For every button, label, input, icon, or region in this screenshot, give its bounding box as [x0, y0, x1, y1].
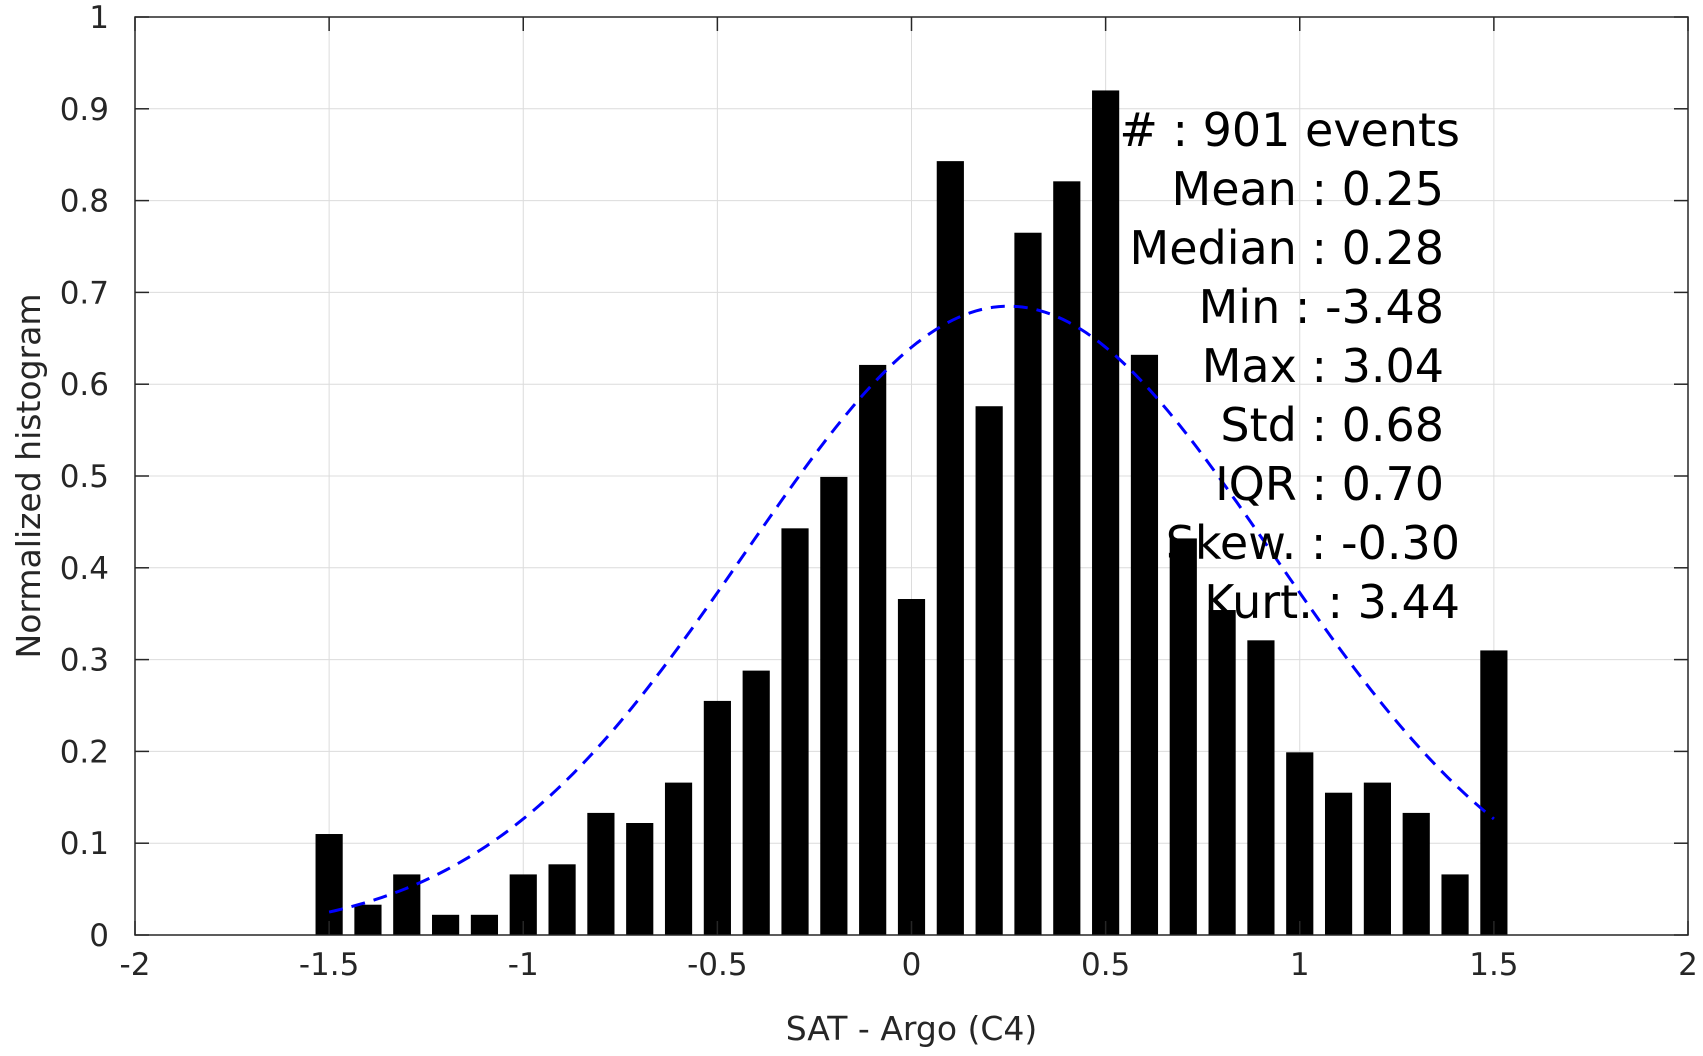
bar — [432, 914, 460, 935]
bar — [897, 599, 926, 935]
x-tick-label: -2 — [120, 947, 151, 983]
bar — [587, 812, 615, 935]
y-axis-label: Normalized histogram — [9, 294, 48, 659]
bar — [315, 834, 343, 935]
stat-line: IQR : 0.70 — [1215, 457, 1444, 511]
bar — [548, 864, 576, 935]
x-axis-label: SAT - Argo (C4) — [786, 1009, 1038, 1048]
bar — [1441, 874, 1469, 935]
y-tick-label: 0 — [89, 918, 109, 954]
x-tick-label: 1.5 — [1469, 947, 1518, 983]
stat-line: Max : 3.04 — [1202, 339, 1444, 393]
bar — [1169, 538, 1197, 935]
stat-line: Skew. : -0.30 — [1166, 516, 1460, 570]
bar — [1363, 782, 1391, 935]
y-tick-label: 0.5 — [60, 459, 109, 495]
bar — [820, 476, 848, 935]
bar — [470, 914, 499, 935]
bars — [315, 90, 1508, 936]
bar — [354, 904, 382, 935]
bar — [1053, 181, 1081, 935]
bar — [1247, 640, 1275, 935]
x-tick-label: -1.5 — [299, 947, 360, 983]
x-tick-label: 0 — [902, 947, 922, 983]
y-tick-label: 0.6 — [60, 367, 109, 403]
bar — [626, 823, 654, 935]
bar — [781, 528, 809, 935]
ticks — [134, 16, 1689, 936]
y-tick-label: 0.4 — [60, 551, 109, 587]
stat-line: Kurt. : 3.44 — [1204, 575, 1460, 629]
x-tick-labels: -2 -1.5 -1 -0.5 0 0.5 1 1.5 2 — [120, 947, 1698, 983]
y-tick-label: 0.8 — [60, 184, 109, 220]
bar — [859, 364, 887, 935]
x-tick-label: 1 — [1290, 947, 1310, 983]
stat-line: Std : 0.68 — [1220, 398, 1444, 452]
bar — [1014, 232, 1042, 936]
bar — [975, 406, 1003, 935]
bar — [1130, 354, 1159, 936]
bar — [664, 782, 693, 935]
bar — [936, 161, 964, 936]
bar — [742, 670, 770, 935]
stat-line: Mean : 0.25 — [1172, 162, 1445, 216]
bar — [1208, 610, 1236, 935]
bar — [1402, 812, 1430, 935]
y-tick-labels: 0 0.1 0.2 0.3 0.4 0.5 0.6 0.7 0.8 0.9 1 — [60, 0, 109, 954]
stat-line: # : 901 events — [1119, 103, 1460, 157]
x-tick-label: -1 — [508, 947, 539, 983]
y-tick-label: 0.3 — [60, 643, 109, 679]
x-tick-label: 0.5 — [1081, 947, 1130, 983]
y-tick-label: 0.1 — [60, 826, 109, 862]
x-tick-label: 2 — [1678, 947, 1698, 983]
bar — [1480, 650, 1508, 935]
bar — [1092, 90, 1120, 935]
y-tick-label: 1 — [89, 0, 109, 36]
bar — [703, 700, 731, 935]
bar — [1286, 752, 1314, 935]
fit-curve — [328, 304, 1495, 914]
x-tick-label: -0.5 — [687, 947, 748, 983]
y-tick-label: 0.2 — [60, 734, 109, 770]
bar — [393, 874, 421, 935]
stat-line: Median : 0.28 — [1130, 221, 1444, 275]
y-tick-label: 0.7 — [60, 275, 109, 311]
bar — [1324, 792, 1353, 935]
stat-line: Min : -3.48 — [1199, 280, 1444, 334]
y-tick-label: 0.9 — [60, 92, 109, 128]
